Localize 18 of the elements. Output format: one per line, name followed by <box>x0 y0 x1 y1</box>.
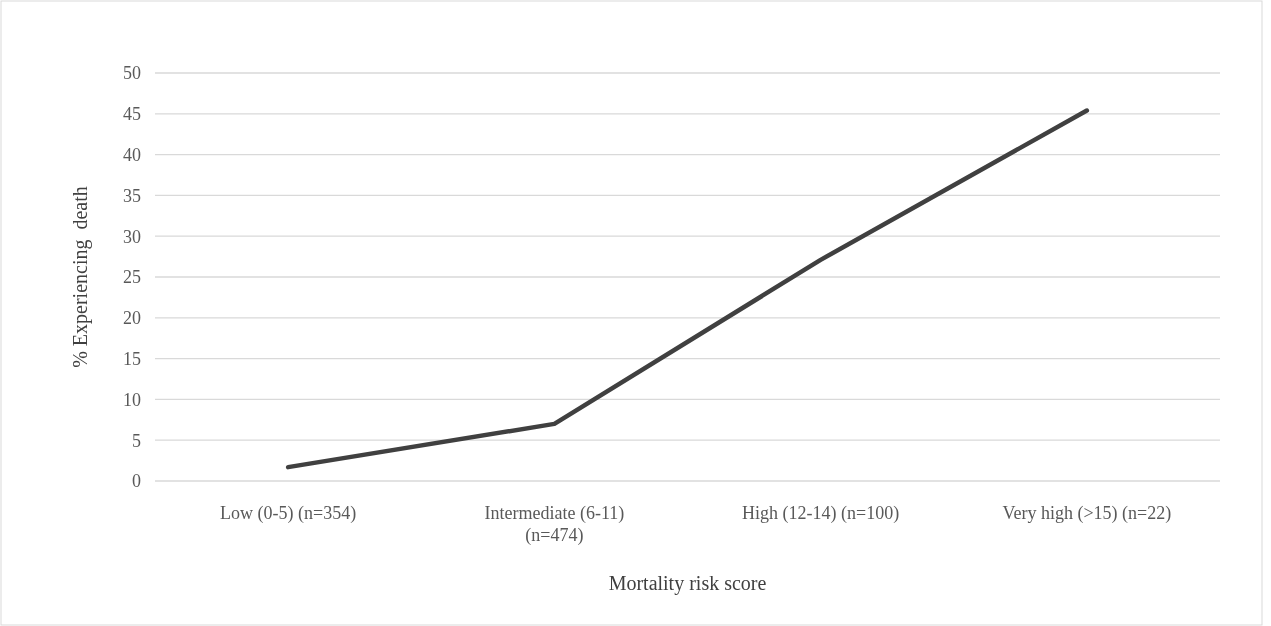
x-tick-label: High (12-14) (n=100) <box>742 503 900 524</box>
line-series <box>285 108 1090 470</box>
y-tick-label: 10 <box>123 389 141 410</box>
x-axis-title: Mortality risk score <box>608 572 767 595</box>
y-tick-label: 5 <box>132 430 141 451</box>
y-tick-label: 0 <box>132 471 141 492</box>
y-tick-label: 45 <box>123 104 141 125</box>
y-tick-label: 40 <box>123 144 141 165</box>
x-tick-label: Intermediate (6-11) (n=474) <box>484 503 625 546</box>
y-tick-label: 25 <box>123 267 141 288</box>
y-tick-label: 30 <box>123 226 141 247</box>
y-axis-title: % Experiencing death <box>69 186 92 368</box>
y-tick-label: 35 <box>123 185 141 206</box>
y-tick-label: 20 <box>123 308 141 329</box>
y-tick-label: 50 <box>123 63 141 84</box>
x-tick-label: Very high (>15) (n=22) <box>1002 503 1172 524</box>
x-tick-label: Low (0-5) (n=354) <box>220 503 357 524</box>
y-tick-label: 15 <box>123 348 141 369</box>
